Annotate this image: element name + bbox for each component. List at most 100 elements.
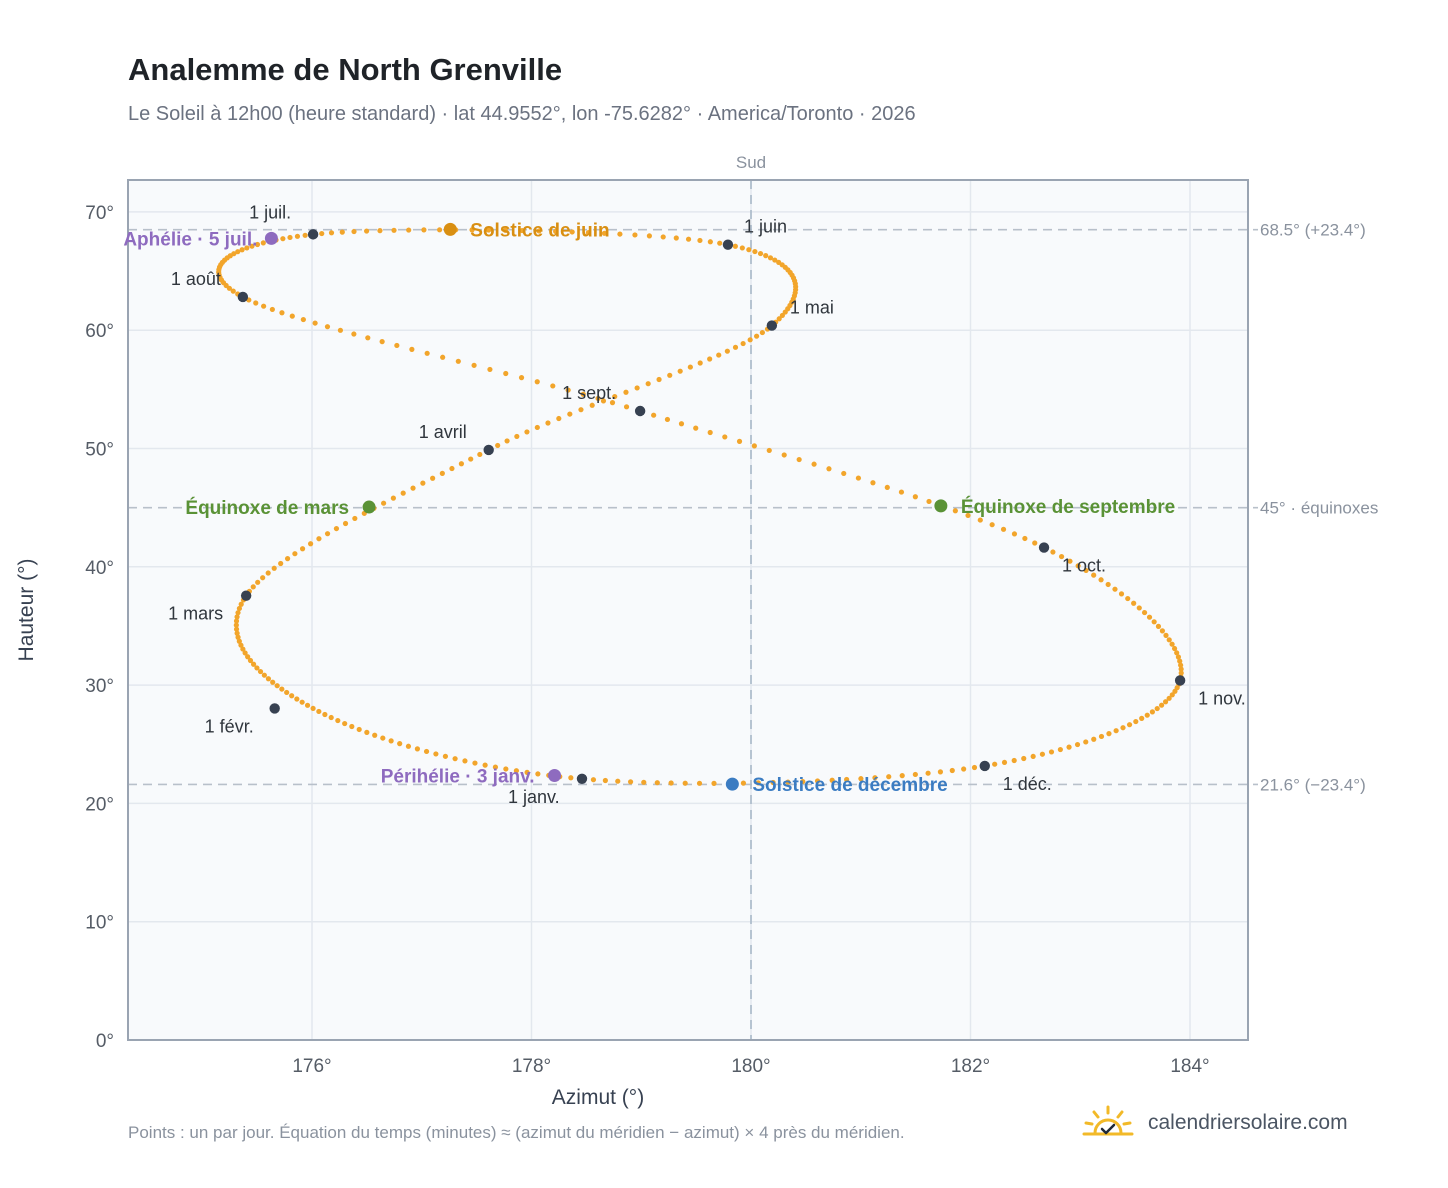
daily-sun-point [260,240,266,246]
daily-sun-point [595,395,601,402]
daily-sun-point [363,228,370,234]
daily-sun-point [569,229,575,235]
daily-sun-point [685,236,692,242]
daily-sun-point [589,402,595,408]
daily-sun-point [711,780,717,786]
daily-sun-point [1022,535,1028,542]
event-marker [548,768,562,782]
daily-sun-point [1106,731,1112,737]
daily-sun-point [578,407,584,413]
daily-sun-point [977,517,983,523]
daily-sun-point [1144,712,1150,718]
daily-sun-point [971,764,978,771]
daily-sun-point [1126,722,1133,728]
month-marker-label: 1 mars [168,604,223,624]
daily-sun-point [390,495,396,501]
sun-check-icon [1082,1105,1134,1136]
daily-sun-point [651,412,657,418]
event-marker [725,777,739,791]
daily-sun-point [732,243,738,249]
plot-frame [127,179,1249,1041]
daily-sun-point [458,461,465,467]
daily-sun-point [772,257,778,263]
y-tick-label: 70° [85,203,114,224]
brand-name[interactable]: calendriersolaire.com [1148,1111,1348,1134]
daily-sun-point [612,393,618,400]
daily-sun-point [776,259,782,265]
daily-sun-point [242,650,248,656]
daily-sun-point [356,726,362,733]
daily-sun-point [1158,702,1165,708]
brand[interactable]: calendriersolaire.com [1080,1100,1348,1146]
month-marker-label: 1 oct. [1062,556,1106,576]
daily-sun-point [261,672,267,678]
daily-sun-point [250,661,257,667]
daily-sun-point [1091,572,1097,578]
x-tick-label: 180° [731,1056,770,1077]
daily-sun-point [420,480,426,486]
daily-sun-point [899,773,905,779]
month-marker [307,229,319,240]
daily-sun-point [926,498,932,505]
y-tick-label: 10° [85,913,114,934]
daily-sun-point [1154,705,1160,712]
daily-sun-point [472,760,478,766]
daily-sun-point [524,769,530,775]
daily-sun-point [449,465,455,472]
daily-sun-point [299,699,305,705]
daily-sun-point [424,350,430,356]
daily-sun-point [707,356,713,362]
daily-sun-point [482,762,488,768]
daily-sun-point [757,250,764,257]
meridian-label: Sud [736,153,766,172]
daily-sun-point [1159,628,1166,634]
daily-sun-point [1146,614,1153,620]
daily-sun-point [1048,749,1055,755]
month-marker-label: 1 févr. [205,716,254,736]
daily-sun-point [381,500,387,506]
daily-sun-point [1171,645,1178,652]
x-tick-label: 184° [1170,1056,1209,1077]
daily-sun-point [1178,666,1184,672]
event-marker [264,231,278,245]
daily-sun-point [397,741,403,747]
daily-sun-point [234,614,240,620]
daily-sun-point [1066,744,1072,750]
daily-sun-point [391,227,397,233]
daily-sun-point [654,780,660,786]
daily-sun-point [767,255,774,261]
daily-sun-point [707,239,713,245]
daily-sun-point [858,776,864,782]
daily-sun-point [518,375,525,381]
daily-sun-point [716,352,722,358]
daily-sun-point [364,729,370,735]
daily-sun-point [504,438,510,444]
daily-sun-point [751,443,757,449]
daily-sun-point [351,331,357,337]
daily-sun-point [660,234,666,240]
daily-sun-point [254,665,260,671]
daily-sun-point [271,565,277,571]
daily-sun-point [870,480,876,486]
daily-sun-point [534,424,540,431]
daily-sun-point [265,676,272,682]
daily-sun-point [379,338,385,345]
event-label: Équinoxe de septembre [961,496,1175,518]
daily-sun-point [949,767,955,774]
daily-sun-point [536,228,542,234]
plot-area [128,180,1248,1040]
daily-sun-point [1141,609,1148,616]
daily-sun-point [759,329,765,336]
daily-sun-point [274,683,280,689]
daily-sun-point [289,313,295,319]
daily-sun-point [405,743,412,749]
daily-sun-point [1083,567,1089,574]
daily-sun-point [717,240,723,246]
daily-sun-point [1166,695,1172,701]
daily-sun-point [519,227,525,234]
daily-sun-point [776,316,782,322]
daily-sun-point [471,362,477,368]
x-tick-label: 176° [292,1056,331,1077]
daily-sun-point [1058,553,1065,560]
